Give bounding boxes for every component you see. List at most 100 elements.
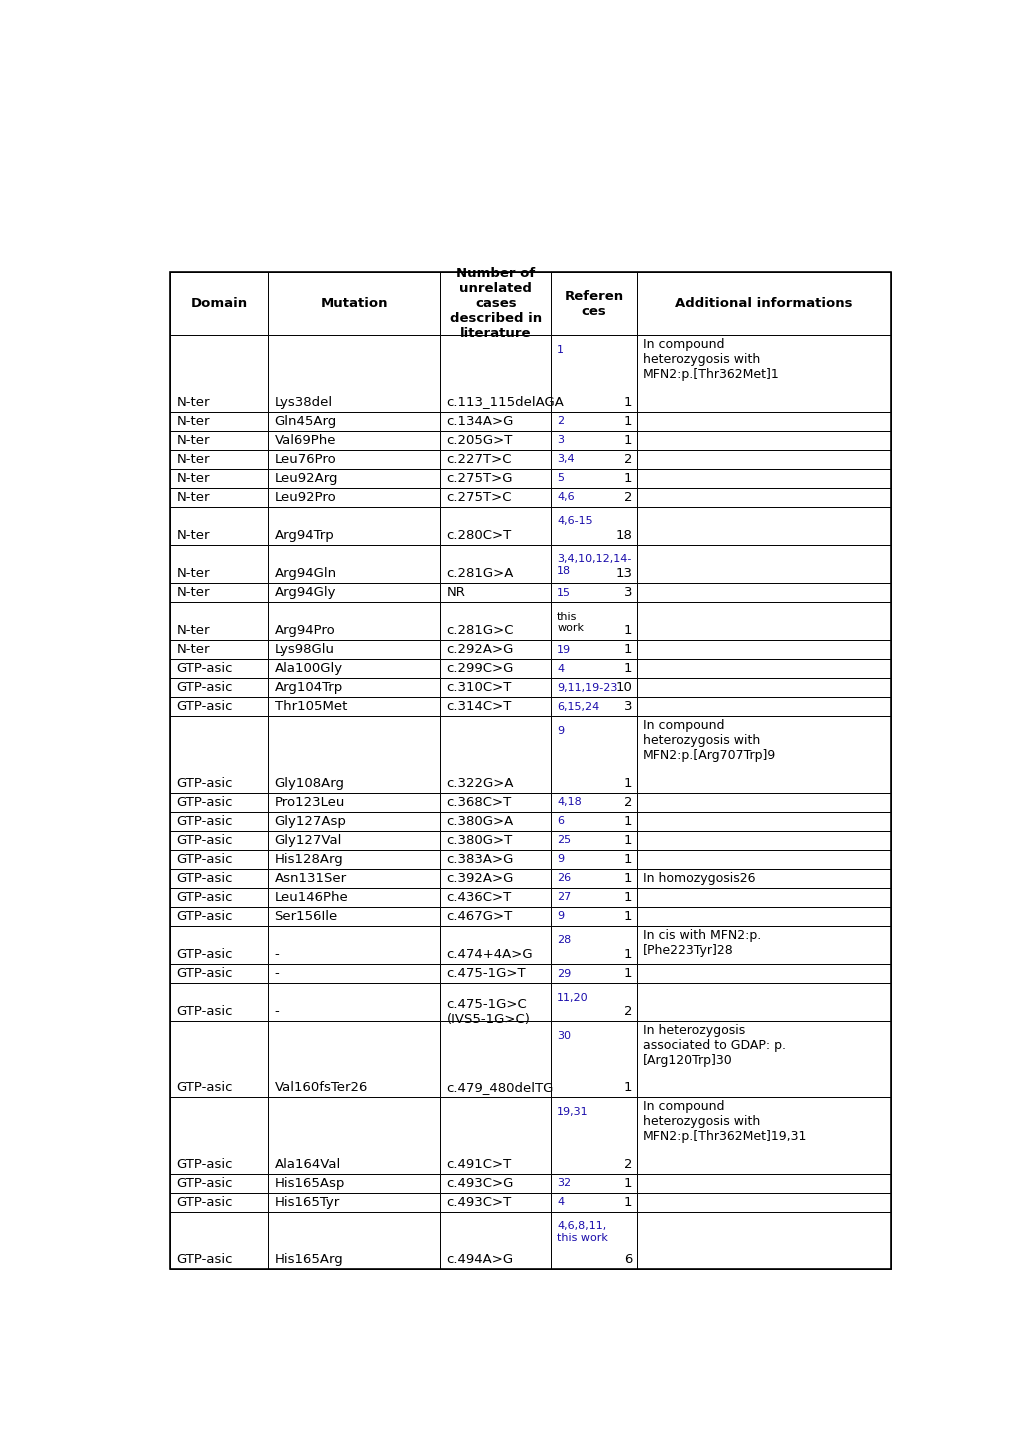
Text: 1: 1: [624, 1196, 632, 1209]
Bar: [440, 335, 550, 411]
Bar: [636, 602, 890, 641]
Bar: [550, 1193, 636, 1212]
Bar: [440, 506, 550, 545]
Bar: [636, 659, 890, 678]
Text: N-ter: N-ter: [176, 625, 210, 638]
Text: this
work: this work: [556, 612, 584, 633]
Text: N-ter: N-ter: [176, 433, 210, 446]
Bar: [636, 678, 890, 697]
Text: 1: 1: [624, 395, 632, 408]
Bar: [636, 697, 890, 716]
Bar: [170, 430, 268, 450]
Bar: [268, 1173, 440, 1193]
Bar: [170, 659, 268, 678]
Text: 2: 2: [624, 1157, 632, 1170]
Bar: [550, 831, 636, 850]
Bar: [550, 506, 636, 545]
Text: c.113_115delAGA: c.113_115delAGA: [446, 395, 564, 408]
Bar: [170, 1098, 268, 1173]
Text: 29: 29: [556, 968, 571, 978]
Bar: [550, 1022, 636, 1098]
Bar: [268, 831, 440, 850]
Text: c.494A>G: c.494A>G: [446, 1253, 514, 1266]
Bar: [636, 906, 890, 926]
Bar: [550, 983, 636, 1022]
Text: 1: 1: [624, 872, 632, 885]
Bar: [636, 411, 890, 430]
Text: 27: 27: [556, 892, 571, 902]
Text: Arg94Gly: Arg94Gly: [274, 586, 336, 599]
Text: Number of
unrelated
cases
described in
literature: Number of unrelated cases described in l…: [449, 267, 541, 341]
Bar: [268, 869, 440, 887]
Text: 19,31: 19,31: [556, 1107, 588, 1117]
Bar: [550, 271, 636, 335]
Bar: [550, 335, 636, 411]
Bar: [550, 850, 636, 869]
Bar: [636, 811, 890, 831]
Bar: [268, 602, 440, 641]
Bar: [636, 964, 890, 983]
Bar: [440, 430, 550, 450]
Bar: [268, 545, 440, 583]
Bar: [550, 659, 636, 678]
Bar: [170, 1212, 268, 1268]
Bar: [440, 1022, 550, 1098]
Text: 6,15,24: 6,15,24: [556, 701, 599, 711]
Text: c.205G>T: c.205G>T: [446, 433, 513, 446]
Bar: [636, 887, 890, 906]
Bar: [550, 869, 636, 887]
Text: Domain: Domain: [191, 297, 248, 310]
Bar: [170, 335, 268, 411]
Bar: [636, 450, 890, 469]
Bar: [550, 583, 636, 602]
Bar: [268, 583, 440, 602]
Text: GTP-asic: GTP-asic: [176, 1196, 232, 1209]
Bar: [550, 1212, 636, 1268]
Text: Leu92Arg: Leu92Arg: [274, 472, 337, 485]
Bar: [170, 983, 268, 1022]
Bar: [440, 271, 550, 335]
Text: 6: 6: [624, 1253, 632, 1266]
Bar: [636, 583, 890, 602]
Text: 13: 13: [614, 567, 632, 580]
Text: Val69Phe: Val69Phe: [274, 433, 336, 446]
Bar: [170, 271, 268, 335]
Bar: [440, 602, 550, 641]
Bar: [170, 602, 268, 641]
Text: N-ter: N-ter: [176, 530, 210, 543]
Bar: [636, 1022, 890, 1098]
Text: 4: 4: [556, 664, 564, 674]
Text: c.281G>C: c.281G>C: [446, 625, 514, 638]
Bar: [170, 411, 268, 430]
Bar: [268, 469, 440, 488]
Bar: [550, 716, 636, 792]
Text: 2: 2: [624, 1006, 632, 1019]
Bar: [440, 1212, 550, 1268]
Text: Thr105Met: Thr105Met: [274, 700, 346, 713]
Bar: [440, 850, 550, 869]
Text: Leu92Pro: Leu92Pro: [274, 491, 336, 504]
Bar: [550, 450, 636, 469]
Text: GTP-asic: GTP-asic: [176, 815, 232, 828]
Bar: [268, 1193, 440, 1212]
Text: 4,18: 4,18: [556, 797, 582, 807]
Text: 1: 1: [624, 662, 632, 675]
Bar: [170, 792, 268, 811]
Bar: [170, 869, 268, 887]
Bar: [550, 887, 636, 906]
Text: 4,6,8,11,
this work: 4,6,8,11, this work: [556, 1221, 607, 1242]
Text: GTP-asic: GTP-asic: [176, 948, 232, 961]
Text: 2: 2: [556, 416, 564, 426]
Text: c.479_480delTG: c.479_480delTG: [446, 1081, 553, 1094]
Text: 6: 6: [556, 817, 564, 827]
Text: In compound
heterozygosis with
MFN2:p.[Thr362Met]1: In compound heterozygosis with MFN2:p.[T…: [643, 339, 780, 381]
Text: c.280C>T: c.280C>T: [446, 530, 512, 543]
Text: 1: 1: [624, 1176, 632, 1189]
Text: c.134A>G: c.134A>G: [446, 414, 514, 427]
Bar: [268, 926, 440, 964]
Bar: [268, 678, 440, 697]
Text: c.475-1G>C
(IVS5-1G>C): c.475-1G>C (IVS5-1G>C): [446, 997, 530, 1026]
Text: Lys38del: Lys38del: [274, 395, 332, 408]
Bar: [636, 545, 890, 583]
Bar: [170, 1193, 268, 1212]
